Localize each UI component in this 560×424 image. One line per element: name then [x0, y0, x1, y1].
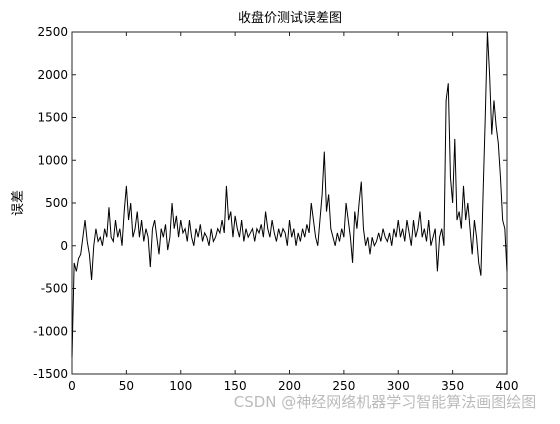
y-tick-label: 2500	[37, 25, 68, 39]
x-tick-label: 150	[224, 379, 247, 393]
chart-title: 收盘价测试误差图	[238, 10, 342, 26]
y-tick-label: 1000	[37, 153, 68, 167]
data-line	[71, 31, 508, 357]
x-tick-label: 0	[68, 379, 76, 393]
y-axis-label: 误差	[11, 190, 26, 216]
y-tick-label: 2000	[37, 68, 68, 82]
y-tick-label: 1500	[37, 111, 68, 125]
y-tick-label: -1000	[33, 324, 68, 338]
x-tick-label: 300	[387, 379, 410, 393]
x-tick-label: 400	[496, 379, 519, 393]
x-tick-label: 50	[119, 379, 134, 393]
y-tick-label: -1500	[33, 367, 68, 381]
x-tick-label: 100	[169, 379, 192, 393]
x-tick-label: 350	[441, 379, 464, 393]
watermark: CSDN @神经网络机器学习智能算法画图绘图	[234, 393, 537, 411]
y-tick-label: 500	[45, 196, 68, 210]
y-tick-label: 0	[60, 239, 68, 253]
x-tick-label: 200	[278, 379, 301, 393]
y-tick-label: -500	[41, 282, 68, 296]
x-tick-label: 250	[332, 379, 355, 393]
